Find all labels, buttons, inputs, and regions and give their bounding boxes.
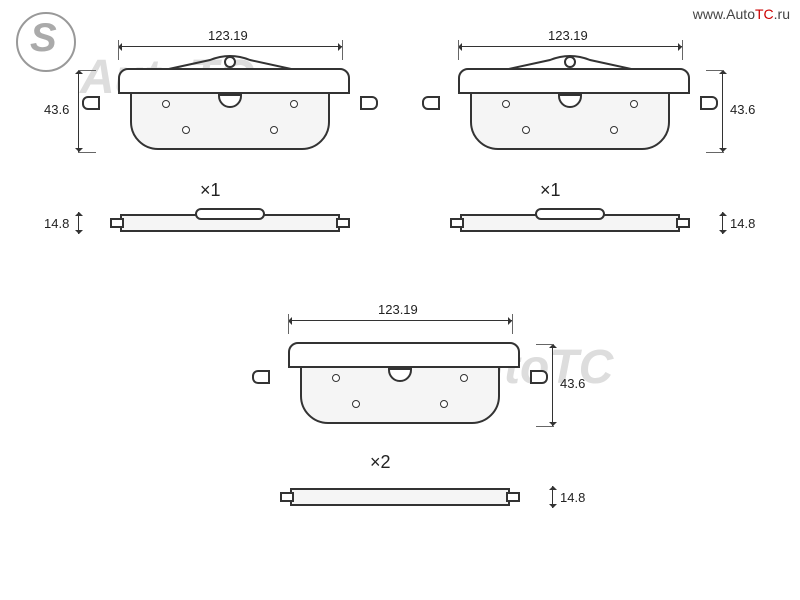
- dim-thick-b: 14.8: [560, 490, 585, 505]
- qty-topright: ×1: [540, 180, 561, 201]
- url-suffix: .ru: [774, 6, 790, 22]
- pad-side-tr: 14.8: [440, 208, 700, 238]
- dim-width-b: 123.19: [378, 302, 418, 317]
- dim-height-tr: 43.6: [730, 102, 755, 117]
- dim-height-b: 43.6: [560, 376, 585, 391]
- url-highlight: TC: [755, 6, 774, 22]
- dim-width-tr: 123.19: [548, 28, 588, 43]
- dim-width-tl: 123.19: [208, 28, 248, 43]
- qty-topleft: ×1: [200, 180, 221, 201]
- pad-bottom: 123.19 43.6: [270, 330, 530, 430]
- dim-thick-tl: 14.8: [44, 216, 69, 231]
- qty-bottom: ×2: [370, 452, 391, 473]
- pad-topright: 123.19 43.6: [440, 56, 700, 156]
- brand-logo: S: [14, 16, 78, 70]
- source-url: www.AutoTC.ru: [693, 6, 790, 22]
- dim-thick-tr: 14.8: [730, 216, 755, 231]
- pad-side-b: 14.8: [270, 482, 530, 512]
- pad-topleft: 123.19 43.6: [100, 56, 360, 156]
- url-prefix: www.Auto: [693, 6, 755, 22]
- dim-height-tl: 43.6: [44, 102, 69, 117]
- pad-side-tl: 14.8: [100, 208, 360, 238]
